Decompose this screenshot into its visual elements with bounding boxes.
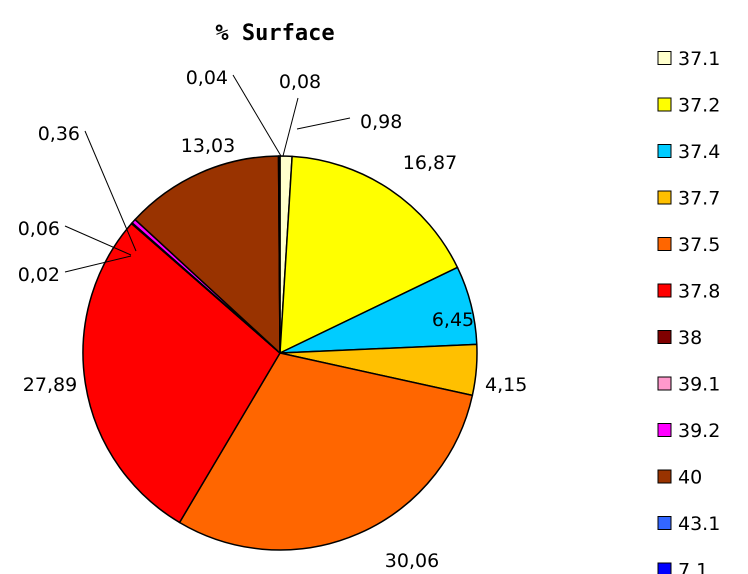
leader-line-37.1 <box>296 117 351 130</box>
legend-item-37.5: 37.5 <box>657 234 720 256</box>
leader-line-39.1 <box>64 225 132 256</box>
legend-label: 37.1 <box>678 48 720 70</box>
data-label-38: 0,02 <box>18 264 60 286</box>
data-label-40: 13,03 <box>181 135 235 157</box>
data-label-43.1: 0,04 <box>186 67 228 89</box>
legend-swatch <box>657 423 672 437</box>
legend-label: 37.7 <box>678 188 720 210</box>
data-label-37.4: 6,45 <box>432 309 474 331</box>
legend-swatch <box>657 330 672 344</box>
data-label-37.8: 27,89 <box>23 374 77 396</box>
legend-item-39.1: 39.1 <box>657 374 720 396</box>
data-label-39.1: 0,06 <box>18 218 60 240</box>
legend-swatch <box>657 562 672 574</box>
legend-label: 7.1 <box>678 560 708 574</box>
legend-item-37.8: 37.8 <box>657 281 720 303</box>
data-label-37.7: 4,15 <box>485 374 527 396</box>
data-label-37.1: 0,98 <box>360 111 402 133</box>
leader-line-38 <box>64 255 132 273</box>
legend-label: 38 <box>678 327 702 349</box>
legend-swatch <box>657 283 672 298</box>
legend-item-38: 38 <box>657 327 702 349</box>
legend-label: 43.1 <box>678 513 720 535</box>
legend-swatch <box>657 376 672 391</box>
legend-swatch <box>657 190 672 205</box>
data-label-37.5: 30,06 <box>385 550 439 572</box>
legend-label: 39.1 <box>678 374 720 396</box>
legend-swatch <box>657 144 672 158</box>
legend-label: 40 <box>678 467 702 489</box>
pie-slice-37.5 <box>178 352 474 551</box>
leader-line-39.2 <box>84 130 137 252</box>
legend-swatch <box>657 97 672 112</box>
legend-item-37.4: 37.4 <box>657 141 720 163</box>
legend-item-37.7: 37.7 <box>657 188 720 210</box>
legend-swatch <box>657 51 672 65</box>
pie-slice-37.2 <box>279 155 459 354</box>
legend-item-37.1: 37.1 <box>657 48 720 70</box>
legend-item-40: 40 <box>657 467 702 489</box>
data-label-37.2: 16,87 <box>403 152 457 174</box>
legend-swatch <box>657 516 672 530</box>
legend-item-37.2: 37.2 <box>657 95 720 117</box>
leader-line-43.1 <box>232 74 282 157</box>
data-label-7.1: 0,08 <box>279 71 321 93</box>
leader-lines <box>64 74 351 273</box>
legend-item-39.2: 39.2 <box>657 420 720 442</box>
pie-slice-40 <box>134 155 281 354</box>
legend-swatch <box>657 469 672 484</box>
legend-swatch <box>657 237 672 251</box>
legend-label: 37.5 <box>678 234 720 256</box>
legend-label: 37.4 <box>678 141 720 163</box>
legend-label: 39.2 <box>678 420 720 442</box>
legend-label: 37.2 <box>678 95 720 117</box>
pie-slice-7.1 <box>278 155 281 354</box>
chart-title: % Surface <box>215 21 334 46</box>
legend: 37.1 37.2 37.4 37.7 37.5 37.8 38 39.1 39.2 40 43.1… <box>657 48 720 574</box>
pie-slices <box>82 155 478 551</box>
pie-slice-37.8 <box>82 222 281 524</box>
legend-item-7.1: 7.1 <box>657 560 708 574</box>
data-label-39.2: 0,36 <box>38 123 80 145</box>
legend-label: 37.8 <box>678 281 720 303</box>
leader-line-7.1 <box>282 97 299 157</box>
legend-item-43.1: 43.1 <box>657 513 720 535</box>
